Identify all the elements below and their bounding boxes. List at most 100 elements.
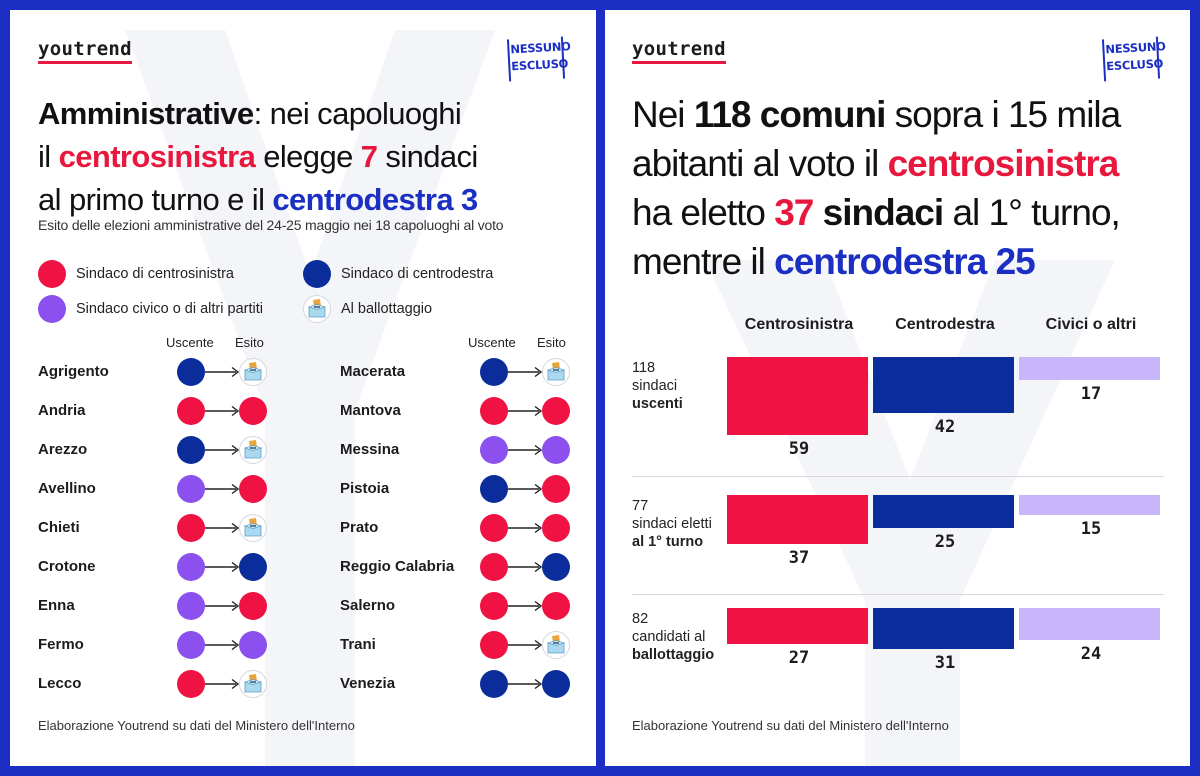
centrosinistra-dot-icon [542, 514, 570, 542]
page-title: Amministrative: nei capoluoghi il centros… [38, 92, 478, 221]
city-name: Lecco [38, 675, 82, 692]
centrosinistra-dot-icon [480, 397, 508, 425]
table-row: Reggio Calabria [340, 553, 580, 581]
arrow-right-icon [205, 678, 240, 690]
arrow-right-icon [508, 366, 543, 378]
centrosinistra-dot-icon [177, 670, 205, 698]
bar-row-label: 82 candidati al ballottaggio [632, 610, 714, 664]
headline-fragment: ha eletto [632, 192, 775, 233]
civico-dot-icon [177, 592, 205, 620]
ballot-box-icon [542, 631, 570, 659]
bar-value-label: 24 [1080, 644, 1102, 664]
esito-marker [239, 358, 267, 391]
city-name: Reggio Calabria [340, 558, 455, 575]
uscente-marker [177, 631, 205, 664]
right-infographic-panel: youtrend NESSUNO ESCLUSO Nei 118 comuni s… [605, 10, 1190, 766]
table-row: Prato [340, 514, 580, 542]
civico-dot-icon [542, 436, 570, 464]
bar-row-label: 77 sindaci eletti al 1° turno [632, 497, 712, 551]
bar-row-label: 118 sindaci uscenti [632, 359, 683, 413]
bar-row-label-line: sindaci eletti [632, 516, 712, 532]
arrow-right-icon [205, 366, 240, 378]
source-note: Elaborazione Youtrend su dati del Minist… [632, 718, 949, 733]
legend-label: Sindaco di centrosinistra [76, 266, 234, 282]
bar-value-label: 37 [788, 548, 810, 568]
centrosinistra-dot-icon [239, 397, 267, 425]
column-header-uscente: Uscente [166, 335, 214, 350]
centrodestra-dot-icon [542, 553, 570, 581]
centrosinistra-dot-icon [239, 475, 267, 503]
esito-marker [542, 436, 570, 469]
civico-dot-icon [177, 631, 205, 659]
city-name: Agrigento [38, 363, 109, 380]
uscente-marker [177, 475, 205, 508]
bar-value-label: 27 [788, 648, 810, 668]
civico-dot-icon [239, 631, 267, 659]
bar-centrosinistra [727, 608, 868, 644]
centrodestra-dot-icon [480, 475, 508, 503]
legend-item: Sindaco di centrodestra [303, 260, 494, 288]
esito-marker [239, 514, 267, 547]
centrosinistra-dot-icon [480, 631, 508, 659]
ballot-box-icon [239, 358, 267, 386]
headline-fragment: sindaci [377, 139, 478, 174]
table-row: Avellino [38, 475, 278, 503]
bar-row-label-line: candidati al [632, 629, 706, 645]
bar-value-label: 59 [788, 439, 810, 459]
city-name: Andria [38, 402, 86, 419]
group-divider [632, 476, 1164, 477]
uscente-marker [480, 631, 508, 664]
uscente-marker [480, 436, 508, 469]
ballot-box-icon [542, 358, 570, 386]
uscente-marker [480, 358, 508, 391]
arrow-right-icon [205, 405, 240, 417]
headline-fragment: 118 comuni [693, 94, 887, 135]
arrow-right-icon [508, 639, 543, 651]
bar-value-label: 31 [934, 653, 956, 673]
headline-fragment: centrosinistra [58, 139, 256, 174]
civico-dot-icon [38, 295, 66, 323]
uscente-marker [177, 397, 205, 430]
bar-centrodestra [873, 495, 1014, 528]
esito-marker [239, 475, 267, 508]
headline-fragment: Nei [632, 94, 694, 135]
legend-label: Al ballottaggio [341, 301, 433, 317]
esito-marker [239, 670, 267, 703]
uscente-marker [480, 514, 508, 547]
bar-column-header: Centrodestra [895, 316, 995, 333]
table-row: Macerata [340, 358, 580, 386]
headline-fragment: al 1° turno, [943, 192, 1120, 233]
group-divider [632, 594, 1164, 595]
column-header-uscente: Uscente [468, 335, 516, 350]
bar-row-label-line: ballottaggio [632, 647, 715, 663]
arrow-right-icon [508, 561, 543, 573]
centrosinistra-dot-icon [239, 592, 267, 620]
bar-value-label: 15 [1080, 519, 1102, 539]
bar-centrosinistra [727, 357, 868, 435]
esito-marker [542, 514, 570, 547]
headline-fragment: centrodestra 3 [272, 182, 478, 217]
headline-fragment: abitanti al voto il [632, 143, 888, 184]
headline-fragment: : nei capoluoghi [253, 96, 462, 131]
uscente-marker [177, 553, 205, 586]
headline-fragment: centrodestra 25 [774, 241, 1036, 282]
city-name: Messina [340, 441, 400, 458]
bar-centrosinistra [727, 495, 868, 544]
bar-row-label-line: sindaci [632, 378, 678, 394]
legend-label: Sindaco di centrodestra [341, 266, 494, 282]
arrow-right-icon [205, 483, 240, 495]
centrodestra-dot-icon [177, 436, 205, 464]
city-name: Prato [340, 519, 379, 536]
bar-civici-o-altri [1019, 357, 1160, 380]
bar-value-label: 17 [1080, 384, 1102, 404]
ballot-box-icon [303, 295, 331, 323]
nessuno-escluso-badge: NESSUNO ESCLUSO [506, 36, 571, 82]
uscente-marker [177, 514, 205, 547]
bar-row-label-line: al 1° turno [632, 534, 704, 550]
bar-value-label: 42 [934, 417, 956, 437]
uscente-marker [177, 358, 205, 391]
table-row: Agrigento [38, 358, 278, 386]
arrow-right-icon [508, 522, 543, 534]
arrow-right-icon [205, 561, 240, 573]
centrodestra-dot-icon [480, 670, 508, 698]
